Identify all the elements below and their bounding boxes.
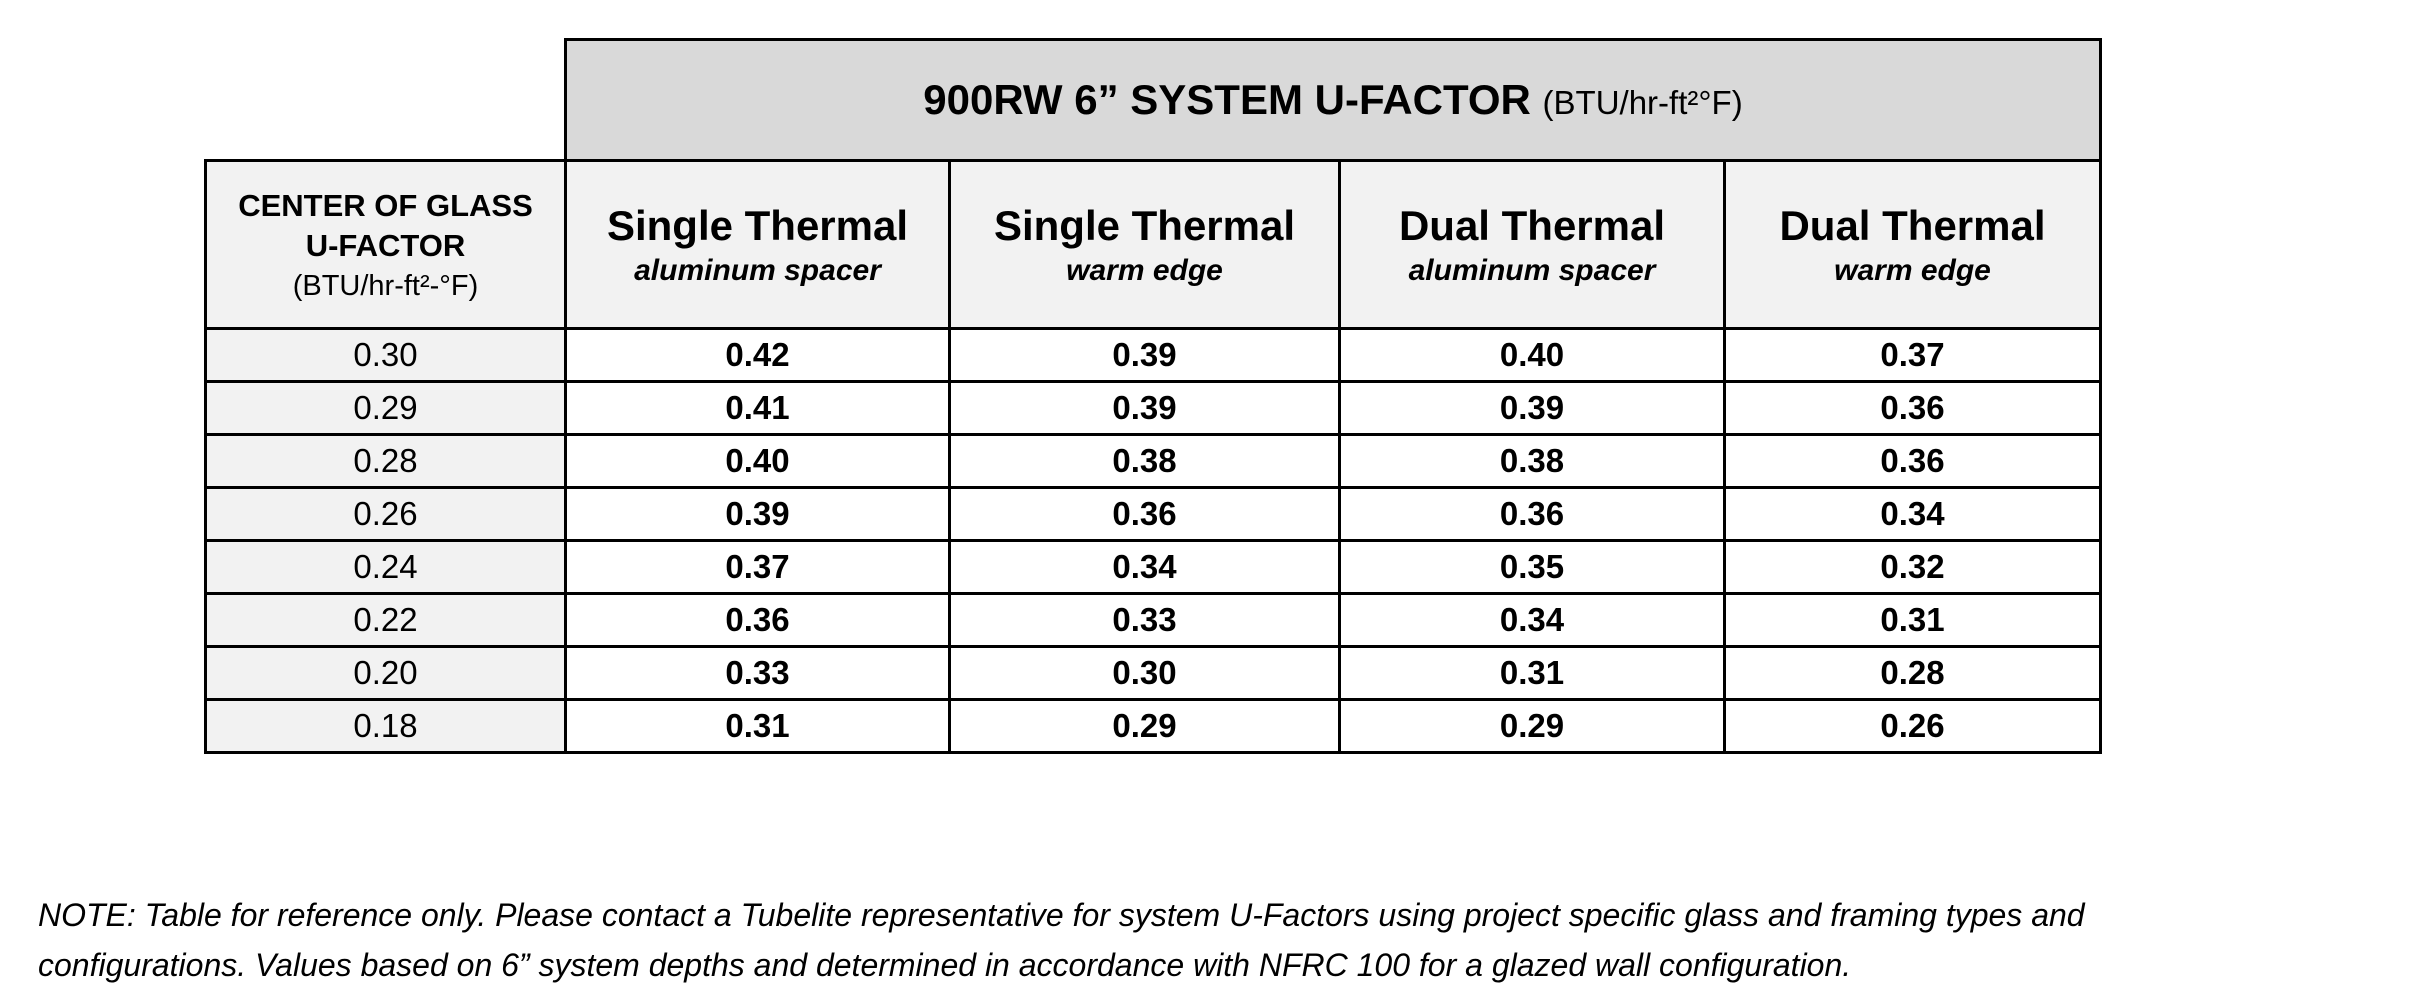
glass-u-factor: 0.20 [204, 645, 567, 701]
column-title: Dual Thermal [1779, 201, 2046, 249]
row-header-title: CENTER OF GLASS [238, 187, 533, 223]
glass-u-factor: 0.28 [204, 433, 567, 489]
column-title: Dual Thermal [1398, 201, 1666, 249]
column-subtitle: warm edge [1834, 253, 1991, 287]
glass-u-factor: 0.26 [204, 486, 567, 542]
header-row: CENTER OF GLASS U-FACTOR (BTU/hr-ft²-°F)… [204, 159, 2102, 330]
table-row: 0.24 0.37 0.34 0.35 0.32 [204, 539, 2102, 595]
system-u-factor: 0.36 [1338, 486, 1726, 542]
blank-cell [205, 39, 567, 161]
column-subtitle: aluminum spacer [634, 253, 881, 287]
system-u-factor: 0.29 [948, 698, 1341, 754]
column-subtitle: aluminum spacer [1408, 253, 1656, 287]
system-u-factor: 0.39 [564, 486, 951, 542]
system-u-factor: 0.39 [948, 327, 1341, 383]
table-row: 0.28 0.40 0.38 0.38 0.36 [204, 433, 2102, 489]
row-header-cell: CENTER OF GLASS U-FACTOR (BTU/hr-ft²-°F) [204, 159, 567, 330]
system-u-factor: 0.37 [564, 539, 951, 595]
column-header: Single Thermal aluminum spacer [564, 159, 951, 330]
glass-u-factor: 0.22 [204, 592, 567, 648]
system-u-factor: 0.26 [1723, 698, 2102, 754]
glass-u-factor: 0.24 [204, 539, 567, 595]
row-header-unit: (BTU/hr-ft²-°F) [292, 270, 479, 303]
system-u-factor: 0.36 [1723, 433, 2102, 489]
column-header: Dual Thermal aluminum spacer [1338, 159, 1726, 330]
system-u-factor: 0.31 [564, 698, 951, 754]
system-u-factor: 0.39 [1338, 380, 1726, 436]
system-u-factor: 0.34 [948, 539, 1341, 595]
table-row: 0.26 0.39 0.36 0.36 0.34 [204, 486, 2102, 542]
table-row: 0.20 0.33 0.30 0.31 0.28 [204, 645, 2102, 701]
system-u-factor: 0.36 [948, 486, 1341, 542]
system-u-factor: 0.35 [1338, 539, 1726, 595]
system-u-factor: 0.38 [1338, 433, 1726, 489]
system-u-factor: 0.31 [1723, 592, 2102, 648]
column-subtitle: warm edge [1066, 253, 1223, 287]
u-factor-table: 900RW 6” SYSTEM U-FACTOR (BTU/hr-ft²°F) … [204, 38, 2102, 754]
system-u-factor: 0.36 [1723, 380, 2102, 436]
glass-u-factor: 0.18 [204, 698, 567, 754]
system-u-factor: 0.33 [564, 645, 951, 701]
system-u-factor: 0.31 [1338, 645, 1726, 701]
system-u-factor: 0.33 [948, 592, 1341, 648]
note: NOTE: Table for reference only. Please c… [38, 890, 2085, 990]
system-u-factor: 0.32 [1723, 539, 2102, 595]
system-u-factor: 0.29 [1338, 698, 1726, 754]
system-u-factor: 0.28 [1723, 645, 2102, 701]
system-u-factor: 0.34 [1338, 592, 1726, 648]
note-line: NOTE: Table for reference only. Please c… [38, 897, 2085, 933]
row-header-title: U-FACTOR [305, 228, 466, 263]
table-row: 0.18 0.31 0.29 0.29 0.26 [204, 698, 2102, 754]
title-unit: (BTU/hr-ft²°F) [1542, 84, 1743, 121]
system-u-factor: 0.34 [1723, 486, 2102, 542]
system-u-factor: 0.38 [948, 433, 1341, 489]
system-u-factor: 0.30 [948, 645, 1341, 701]
table-title: 900RW 6” SYSTEM U-FACTOR (BTU/hr-ft²°F) [564, 38, 2102, 162]
table-row: 0.30 0.42 0.39 0.40 0.37 [204, 327, 2102, 383]
note-line: configurations. Values based on 6” syste… [38, 947, 1852, 983]
column-header: Dual Thermal warm edge [1723, 159, 2102, 330]
system-u-factor: 0.39 [948, 380, 1341, 436]
system-u-factor: 0.40 [564, 433, 951, 489]
system-u-factor: 0.40 [1338, 327, 1726, 383]
system-u-factor: 0.36 [564, 592, 951, 648]
table-row: 0.22 0.36 0.33 0.34 0.31 [204, 592, 2102, 648]
system-u-factor: 0.37 [1723, 327, 2102, 383]
system-u-factor: 0.41 [564, 380, 951, 436]
glass-u-factor: 0.29 [204, 380, 567, 436]
table-row: 0.29 0.41 0.39 0.39 0.36 [204, 380, 2102, 436]
title: 900RW 6” SYSTEM U-FACTOR [923, 76, 1531, 123]
system-u-factor: 0.42 [564, 327, 951, 383]
column-title: Single Thermal [606, 201, 909, 249]
column-title: Single Thermal [993, 201, 1296, 249]
glass-u-factor: 0.30 [204, 327, 567, 383]
column-header: Single Thermal warm edge [948, 159, 1341, 330]
